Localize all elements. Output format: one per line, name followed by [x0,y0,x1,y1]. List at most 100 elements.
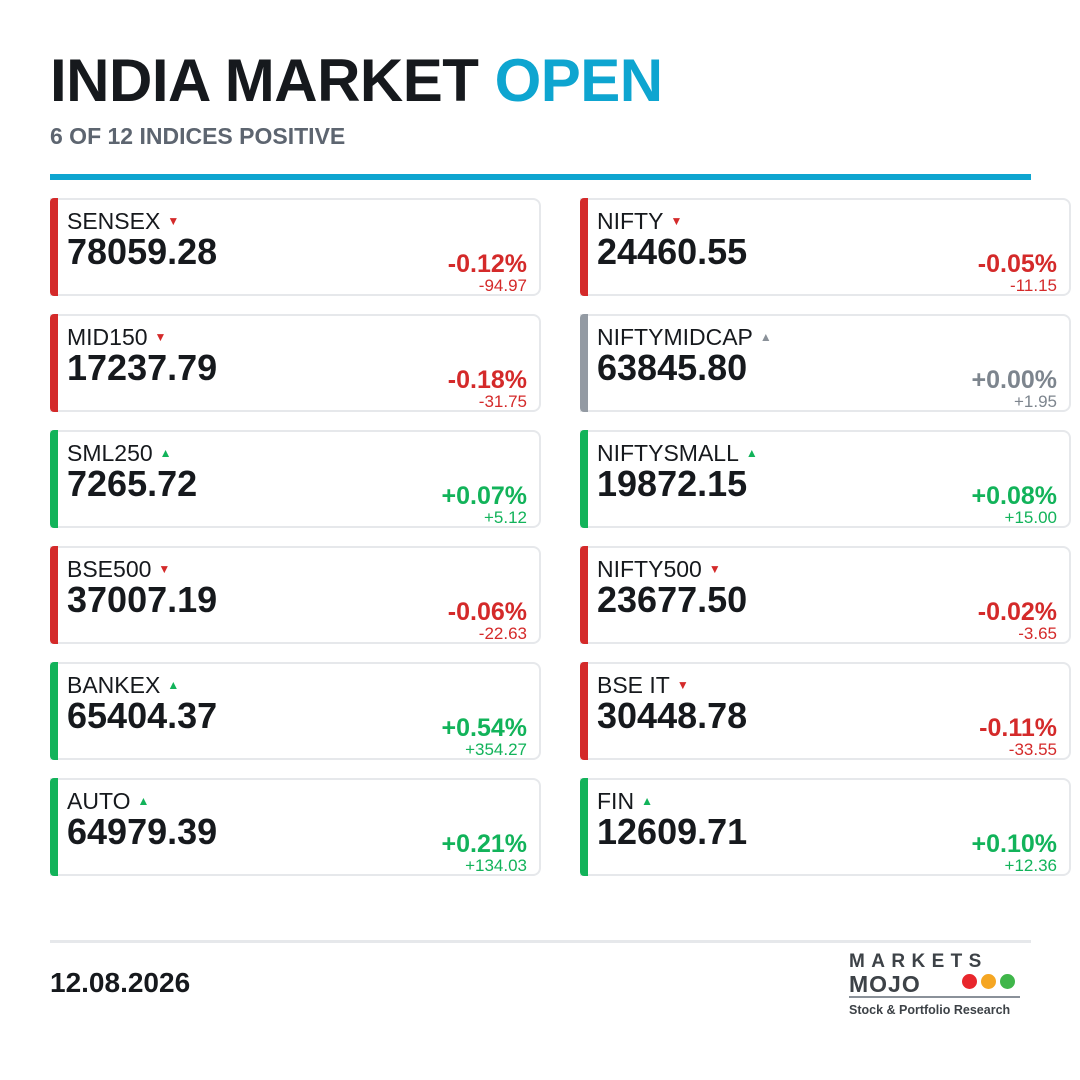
index-card: SML250 ▲ 7265.72 +0.07% +5.12 [50,430,541,528]
index-card: NIFTYSMALL ▲ 19872.15 +0.08% +15.00 [580,430,1071,528]
index-value: 24460.55 [597,231,748,272]
header-divider [50,174,1031,180]
triangle-up-icon: ▲ [167,678,180,692]
trend-bar [580,198,588,296]
point-change: +12.36 [1004,856,1057,875]
point-change: -3.65 [1018,624,1057,643]
triangle-up-icon: ▲ [745,446,758,460]
footer-divider [50,940,1031,943]
index-name-label: BSE500 [67,556,152,582]
index-name-label: NIFTYMIDCAP [597,324,753,350]
logo-underline [849,996,1020,998]
triangle-down-icon: ▼ [167,214,180,228]
logo-dots [962,974,1015,989]
point-change: -31.75 [478,392,527,411]
trend-bar [50,198,58,296]
trend-bar [580,314,588,412]
index-name-label: BANKEX [67,672,161,698]
report-date: 12.08.2026 [50,967,191,998]
index-value: 17237.79 [67,347,218,388]
percent-change: +0.00% [971,366,1058,394]
index-name: SML250 ▲ [67,439,172,467]
index-name-label: FIN [597,788,635,814]
percent-change: +0.08% [971,482,1058,510]
marketsmojo-logo: MARKETS MOJO Stock & Portfolio Research [849,952,1021,1022]
index-card: FIN ▲ 12609.71 +0.10% +12.36 [580,778,1071,876]
point-change: -94.97 [478,276,527,295]
index-name: NIFTY ▼ [597,207,682,235]
index-name: NIFTYMIDCAP ▲ [597,323,772,351]
indices-grid: SENSEX ▼ 78059.28 -0.12% -94.97 NIFTY ▼ 24460.5… [50,198,1071,876]
index-value: 12609.71 [597,811,748,852]
logo-tagline: Stock & Portfolio Research [849,1003,1011,1017]
trend-bar [50,662,58,760]
index-value: 23677.50 [597,579,748,620]
point-change: -22.63 [478,624,527,643]
percent-change: -0.06% [447,598,527,626]
percent-change: -0.05% [977,250,1057,278]
trend-bar [580,778,588,876]
index-card: BANKEX ▲ 65404.37 +0.54% +354.27 [50,662,541,760]
triangle-down-icon: ▼ [670,214,683,228]
logo-markets-text: MARKETS [849,951,988,972]
index-card: SENSEX ▼ 78059.28 -0.12% -94.97 [50,198,541,296]
percent-change: +0.10% [971,830,1058,858]
triangle-down-icon: ▼ [676,678,689,692]
logo-dot [1000,974,1015,989]
trend-bar [50,430,58,528]
triangle-up-icon: ▲ [137,794,150,808]
index-name: NIFTY500 ▼ [597,555,721,583]
index-card: NIFTY ▼ 24460.55 -0.05% -11.15 [580,198,1071,296]
index-name: AUTO ▲ [67,787,149,815]
index-card: BSE IT ▼ 30448.78 -0.11% -33.55 [580,662,1071,760]
percent-change: +0.07% [441,482,528,510]
point-change: -11.15 [1010,276,1057,295]
positive-count-subtitle: 6 OF 12 INDICES POSITIVE [50,123,346,149]
index-name-label: SENSEX [67,208,161,234]
index-value: 37007.19 [67,579,218,620]
triangle-up-icon: ▲ [641,794,653,808]
trend-bar [50,314,58,412]
point-change: +354.27 [465,740,527,759]
point-change: +5.12 [483,508,527,527]
percent-change: +0.21% [441,830,528,858]
index-name: FIN ▲ [597,787,653,815]
triangle-up-icon: ▲ [159,446,172,460]
triangle-down-icon: ▼ [158,562,171,576]
triangle-down-icon: ▼ [154,330,167,344]
percent-change: -0.18% [447,366,527,394]
index-value: 7265.72 [67,463,198,504]
percent-change: +0.54% [441,714,528,742]
index-card: BSE500 ▼ 37007.19 -0.06% -22.63 [50,546,541,644]
index-name-label: MID150 [67,324,148,350]
index-name: BSE IT ▼ [597,671,689,699]
index-name-label: NIFTY500 [597,556,702,582]
point-change: +1.95 [1013,392,1057,411]
title-main: INDIA MARKET [50,47,479,114]
index-name-label: AUTO [67,788,131,814]
logo-mojo-text: MOJO [849,971,921,997]
index-name-label: NIFTY [597,208,664,234]
logo-dot [981,974,996,989]
point-change: -33.55 [1008,740,1057,759]
index-card: NIFTY500 ▼ 23677.50 -0.02% -3.65 [580,546,1071,644]
market-status: OPEN [494,47,664,114]
trend-bar [50,546,58,644]
trend-bar [580,662,588,760]
index-value: 65404.37 [67,695,218,736]
index-name-label: BSE IT [597,672,670,698]
logo-dot [962,974,977,989]
index-card: NIFTYMIDCAP ▲ 63845.80 +0.00% +1.95 [580,314,1071,412]
index-name: MID150 ▼ [67,323,166,351]
index-name: BANKEX ▲ [67,671,179,699]
triangle-down-icon: ▼ [708,562,721,576]
index-name: BSE500 ▼ [67,555,170,583]
index-value: 19872.15 [597,463,748,504]
index-card: MID150 ▼ 17237.79 -0.18% -31.75 [50,314,541,412]
index-value: 63845.80 [597,347,748,388]
triangle-up-icon: ▲ [759,330,772,344]
index-value: 78059.28 [67,231,218,272]
index-card: AUTO ▲ 64979.39 +0.21% +134.03 [50,778,541,876]
point-change: +15.00 [1004,508,1057,527]
trend-bar [50,778,58,876]
